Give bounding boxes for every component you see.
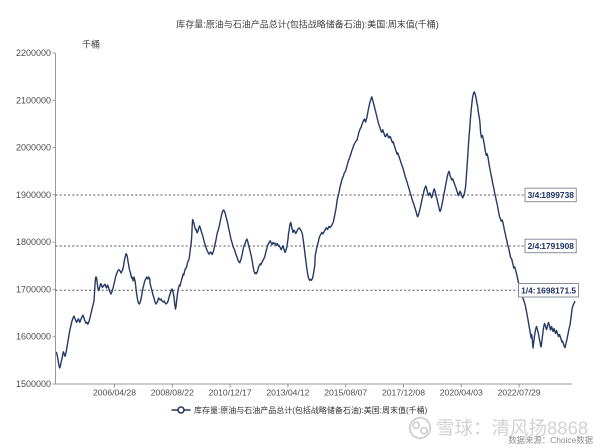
- svg-text:3/4:: 3/4:: [528, 190, 542, 200]
- svg-text:2010/12/17: 2010/12/17: [209, 388, 252, 398]
- svg-text:1700000: 1700000: [16, 284, 51, 294]
- svg-text:1899738: 1899738: [541, 190, 574, 200]
- svg-text:1900000: 1900000: [16, 190, 51, 200]
- svg-text:库存量:原油与石油产品总计(包括战略储备石油):美国:周末值: 库存量:原油与石油产品总计(包括战略储备石油):美国:周末值(千桶): [194, 405, 428, 416]
- svg-text:2020/04/03: 2020/04/03: [440, 388, 483, 398]
- svg-text:2006/04/28: 2006/04/28: [93, 388, 136, 398]
- svg-text:雪球：清风扬8868: 雪球：清风扬8868: [436, 415, 588, 441]
- svg-text:2008/08/22: 2008/08/22: [151, 388, 194, 398]
- svg-text:2013/04/12: 2013/04/12: [266, 388, 309, 398]
- svg-text:1791908: 1791908: [541, 241, 574, 251]
- svg-text:2100000: 2100000: [16, 95, 51, 105]
- svg-text:1698171.5: 1698171.5: [537, 285, 577, 295]
- svg-text:1600000: 1600000: [16, 332, 51, 342]
- svg-text:2015/08/07: 2015/08/07: [324, 388, 367, 398]
- svg-text:1500000: 1500000: [16, 379, 51, 389]
- svg-text:千桶: 千桶: [82, 38, 100, 51]
- svg-text:2000000: 2000000: [16, 143, 51, 153]
- svg-text:库存量:原油与石油产品总计(包括战略储备石油):美国:周末值: 库存量:原油与石油产品总计(包括战略储备石油):美国:周末值(千桶): [176, 18, 439, 31]
- svg-text:1/4:: 1/4:: [521, 285, 535, 295]
- svg-text:1800000: 1800000: [16, 237, 51, 247]
- svg-text:2017/12/08: 2017/12/08: [382, 388, 425, 398]
- svg-text:数据来源：Choice数据: 数据来源：Choice数据: [508, 434, 593, 446]
- svg-text:2022/07/29: 2022/07/29: [498, 388, 541, 398]
- svg-text:2200000: 2200000: [16, 48, 51, 58]
- svg-text:2/4:: 2/4:: [528, 241, 542, 251]
